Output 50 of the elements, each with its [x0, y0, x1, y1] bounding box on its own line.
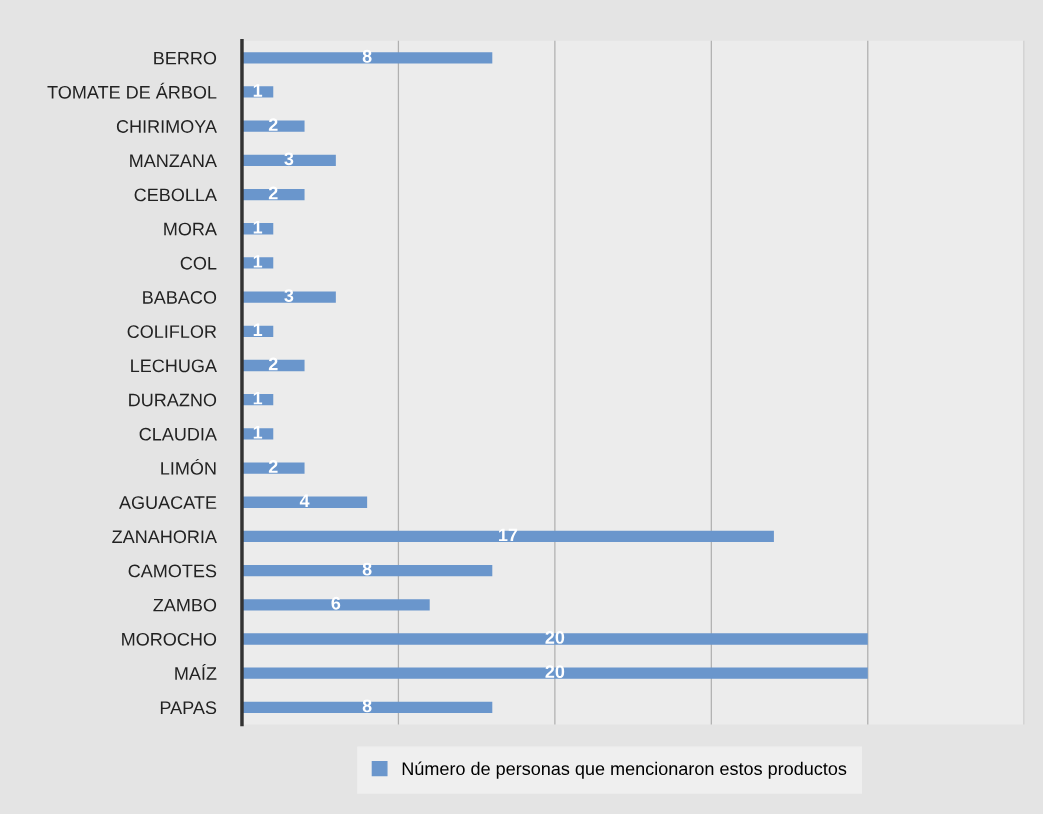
- y-tick-label: PAPAS: [160, 701, 217, 715]
- y-tick-label: LIMÓN: [161, 458, 216, 475]
- y-tick-label: COLIFLOR: [127, 325, 217, 339]
- y-tick-label: CHIRIMOYA: [116, 120, 217, 133]
- data-label: 8: [362, 562, 372, 576]
- data-label: 20: [545, 631, 565, 644]
- y-tick-label: BERRO: [154, 51, 217, 65]
- y-tick-label: ZANAHORIA: [112, 530, 217, 544]
- y-tick-label: CLAUDIA: [139, 427, 217, 441]
- data-label: 4: [299, 494, 310, 507]
- y-tick-label: MANZANA: [130, 154, 217, 167]
- bar: [241, 496, 368, 508]
- data-label: 8: [362, 699, 372, 713]
- data-label: 6: [331, 596, 341, 610]
- bar: [241, 701, 493, 714]
- bar: [241, 667, 868, 679]
- bar: [241, 291, 336, 303]
- y-tick-label: COL: [180, 256, 217, 270]
- data-label: 17: [499, 528, 518, 542]
- data-label: 2: [268, 186, 278, 200]
- y-tick-label: CEBOLLA: [134, 188, 217, 202]
- y-tick-label: TOMATE DE ÁRBOL: [47, 82, 217, 99]
- data-label: 1: [253, 255, 263, 268]
- y-tick-label: MOROCHO: [122, 632, 217, 646]
- data-label: 1: [253, 84, 263, 97]
- data-label: 3: [284, 289, 294, 302]
- bar: [241, 530, 774, 543]
- y-tick-label: CAMOTES: [128, 564, 217, 578]
- data-label: 2: [268, 460, 278, 473]
- bar: [241, 633, 868, 645]
- data-label: 2: [268, 118, 278, 131]
- y-tick-label: BABACO: [143, 291, 217, 304]
- bar: [241, 462, 305, 474]
- y-tick-label: MAÍZ: [175, 664, 217, 680]
- data-label: 1: [253, 220, 263, 234]
- y-tick-label: AGUACATE: [119, 496, 217, 509]
- data-label: 1: [253, 391, 263, 405]
- y-tick-label: LECHUGA: [131, 359, 217, 373]
- data-label: 1: [253, 426, 263, 439]
- bar: [241, 154, 336, 166]
- y-tick-label: DURAZNO: [129, 393, 217, 407]
- legend-label: Número de personas que mencionaron estos productos: [402, 761, 847, 779]
- data-label: 2: [268, 357, 278, 371]
- data-label: 1: [253, 323, 263, 336]
- data-label: 20: [545, 665, 565, 679]
- y-tick-label: ZAMBO: [153, 598, 217, 612]
- bar: [241, 564, 493, 577]
- data-label: 3: [284, 152, 294, 166]
- y-tick-label: MORA: [164, 222, 217, 236]
- data-label: 8: [362, 49, 372, 63]
